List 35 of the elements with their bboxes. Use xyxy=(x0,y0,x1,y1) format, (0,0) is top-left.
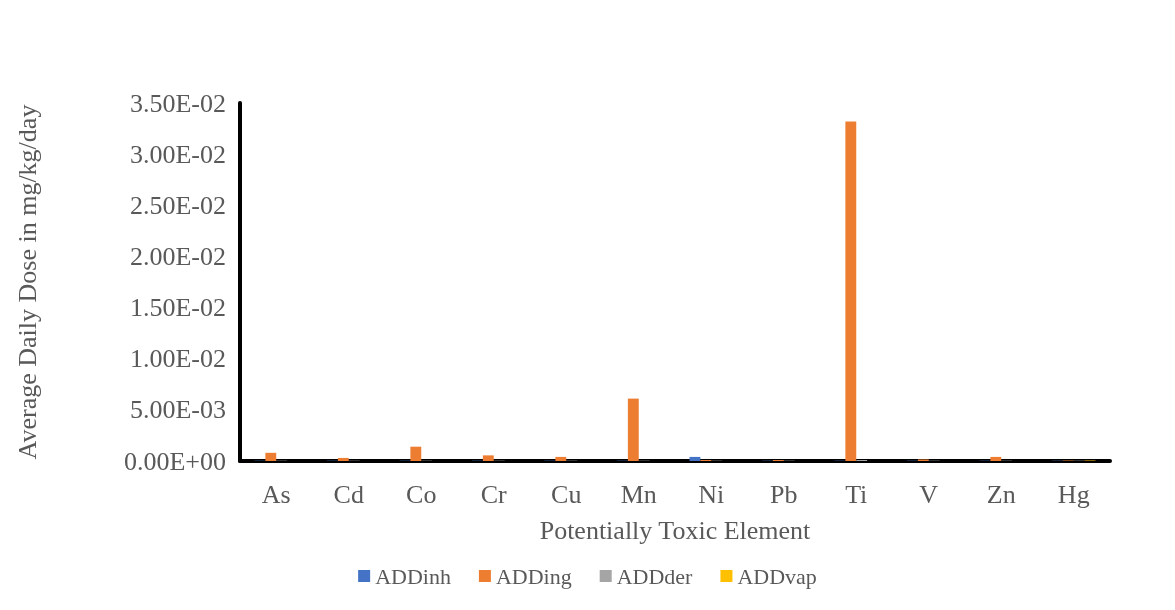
x-tick-label: Cu xyxy=(551,479,582,509)
bar xyxy=(482,455,494,461)
legend-label: ADDinh xyxy=(375,563,451,589)
legend-label: ADDder xyxy=(616,563,694,589)
x-tick-label: Ni xyxy=(698,479,725,509)
legend-label: ADDing xyxy=(495,563,572,589)
x-tick-label: Pb xyxy=(770,479,798,509)
bar xyxy=(990,456,1002,461)
y-tick-label: 5.00E-03 xyxy=(129,395,226,425)
y-axis-title: Average Daily Dose in mg/kg/day xyxy=(12,104,42,460)
y-tick-label: 0.00E+00 xyxy=(123,446,226,476)
y-tick-label: 3.00E-02 xyxy=(129,139,226,169)
x-tick-label: Cd xyxy=(333,479,364,509)
y-tick-label: 2.00E-02 xyxy=(129,241,226,271)
y-tick-label: 2.50E-02 xyxy=(129,190,226,220)
x-tick-label: Co xyxy=(406,479,437,509)
y-tick-label: 1.00E-02 xyxy=(129,344,226,374)
x-tick-label: V xyxy=(919,479,939,509)
x-tick-label: Ti xyxy=(845,479,868,509)
x-tick-label: Hg xyxy=(1057,479,1090,509)
bar xyxy=(845,121,857,461)
bar xyxy=(265,452,277,461)
legend-label: ADDvap xyxy=(737,563,817,589)
y-tick-label: 3.50E-02 xyxy=(129,88,226,118)
x-tick-label: Cr xyxy=(480,479,508,509)
x-axis-title: Potentially Toxic Element xyxy=(539,515,812,545)
bar xyxy=(337,457,349,461)
bar xyxy=(689,456,701,461)
x-tick-label: Zn xyxy=(986,479,1016,509)
x-tick-label: Mn xyxy=(620,479,657,509)
bar xyxy=(555,456,567,461)
bar xyxy=(410,446,422,461)
y-tick-label: 1.50E-02 xyxy=(129,293,226,323)
x-tick-label: As xyxy=(261,479,291,509)
bar xyxy=(627,398,639,461)
